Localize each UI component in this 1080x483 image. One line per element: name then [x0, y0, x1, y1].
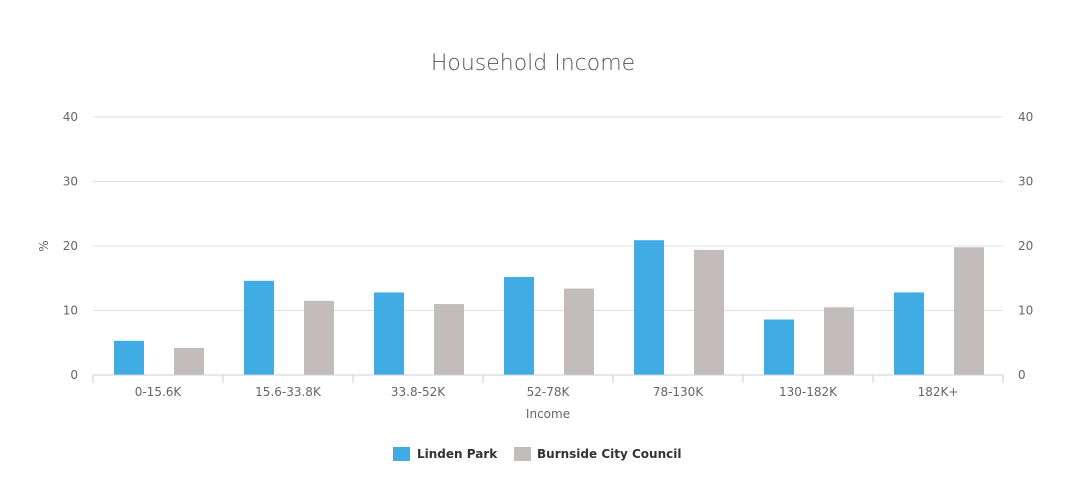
y-tick-label-right: 20 [1018, 239, 1033, 253]
bar-burnside-2[interactable] [434, 304, 464, 375]
x-axis: 0-15.6K 15.6-33.8K 33.8-52K 52-78K 78-130K 13… [92, 375, 1004, 399]
x-tick-label: 33.8-52K [391, 385, 446, 399]
x-tick-label: 182K+ [918, 385, 959, 399]
bar-linden-park-5[interactable] [764, 319, 794, 375]
y-tick-label-right: 40 [1018, 110, 1033, 124]
bar-burnside-1[interactable] [304, 300, 334, 375]
y-tick-label-left: 10 [63, 304, 78, 318]
legend-label-burnside[interactable]: Burnside City Council [537, 447, 681, 461]
bar-burnside-3[interactable] [564, 288, 594, 375]
legend-swatch-linden-park[interactable] [393, 447, 410, 461]
bar-burnside-0[interactable] [174, 347, 204, 375]
x-tick-label: 130-182K [779, 385, 838, 399]
bar-linden-park-0[interactable] [114, 340, 144, 375]
y-tick-label-right: 30 [1018, 175, 1033, 189]
y-axis-left: 0 10 20 30 40 [63, 110, 78, 382]
y-tick-label-right: 10 [1018, 304, 1033, 318]
bars [114, 240, 984, 375]
y-axis-title: % [37, 240, 51, 251]
x-tick-label: 52-78K [527, 385, 571, 399]
y-tick-label-left: 20 [63, 239, 78, 253]
legend-swatch-burnside[interactable] [514, 447, 531, 461]
y-tick-label-right: 0 [1018, 368, 1026, 382]
grid-lines [93, 116, 1003, 311]
x-axis-title: Income [526, 407, 570, 421]
x-tick-label: 0-15.6K [135, 385, 183, 399]
bar-linden-park-6[interactable] [894, 292, 924, 375]
bar-burnside-4[interactable] [694, 249, 724, 375]
bar-linden-park-1[interactable] [244, 280, 274, 375]
bar-linden-park-3[interactable] [504, 276, 534, 375]
bar-burnside-5[interactable] [824, 307, 854, 375]
y-tick-label-left: 0 [70, 368, 78, 382]
y-tick-label-left: 30 [63, 175, 78, 189]
bar-linden-park-2[interactable] [374, 292, 404, 375]
legend: Linden Park Burnside City Council [393, 447, 681, 461]
y-tick-label-left: 40 [63, 110, 78, 124]
y-axis-right: 0 10 20 30 40 [1018, 110, 1033, 382]
chart-title: Household Income [431, 51, 635, 76]
x-tick-label: 15.6-33.8K [255, 385, 322, 399]
bar-linden-park-4[interactable] [634, 240, 664, 375]
x-tick-label: 78-130K [653, 385, 705, 399]
bar-burnside-6[interactable] [954, 247, 984, 375]
legend-label-linden-park[interactable]: Linden Park [417, 447, 498, 461]
